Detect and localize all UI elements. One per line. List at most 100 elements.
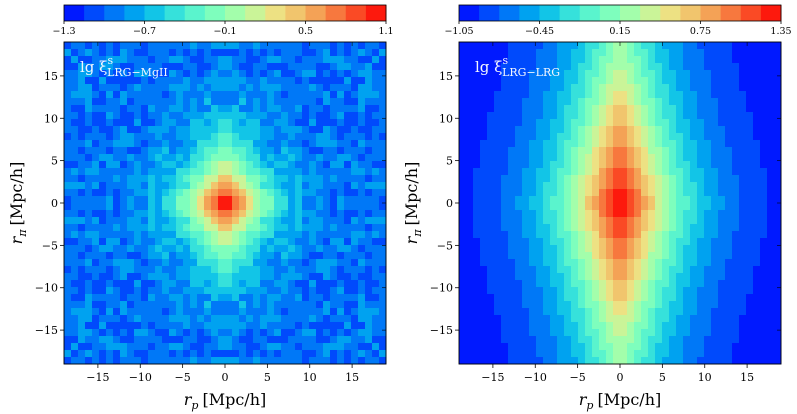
contour-cell (225, 252, 233, 260)
contour-cell (379, 238, 387, 246)
colorbar-2-tick-label: 0.75 (690, 26, 711, 37)
contour-cell (487, 259, 495, 267)
contour-cell (564, 140, 572, 148)
contour-cell (351, 203, 359, 211)
contour-cell (473, 273, 481, 281)
contour-cell (634, 126, 642, 134)
contour-cell (162, 343, 170, 351)
contour-cell (358, 182, 366, 190)
contour-cell (592, 273, 600, 281)
contour-cell (648, 119, 656, 127)
contour-cell (592, 266, 600, 274)
contour-cell (718, 70, 726, 78)
contour-cell (725, 231, 733, 239)
contour-cell (218, 140, 226, 148)
contour-cell (288, 266, 296, 274)
contour-cell (613, 42, 621, 50)
contour-cell (690, 189, 698, 197)
contour-cell (64, 329, 72, 337)
panel-lrg-lrg: −1.05 −0.45 0.15 0.75 1.35 −15 −10 −5 0 … (402, 4, 792, 412)
contour-cell (148, 119, 156, 127)
contour-cell (379, 224, 387, 232)
contour-cell (218, 84, 226, 92)
contour-cell (85, 112, 93, 120)
contour-cell (337, 308, 345, 316)
contour-cell (85, 56, 93, 64)
contour-cell (697, 259, 705, 267)
contour-cell (641, 266, 649, 274)
contour-cell (274, 112, 282, 120)
contour-cell (302, 231, 310, 239)
contour-cell (267, 70, 275, 78)
contour-cell (127, 273, 135, 281)
contour-cell (466, 210, 474, 218)
contour-cell (739, 217, 747, 225)
contour-cell (379, 266, 387, 274)
contour-cell (711, 294, 719, 302)
contour-cell (344, 147, 352, 155)
contour-cell (704, 280, 712, 288)
contour-cell (473, 119, 481, 127)
contour-cell (690, 154, 698, 162)
contour-cell (99, 49, 107, 57)
contour-cell (372, 91, 380, 99)
contour-cell (606, 56, 614, 64)
contour-cell (120, 315, 128, 323)
contour-cell (620, 133, 628, 141)
contour-cell (239, 147, 247, 155)
contour-cell (753, 196, 761, 204)
contour-cell (459, 315, 467, 323)
contour-cell (543, 154, 551, 162)
contour-cell (515, 231, 523, 239)
contour-cell (662, 147, 670, 155)
colorbar-2: −1.05 −0.45 0.15 0.75 1.35 (444, 4, 792, 37)
contour-cell (190, 126, 198, 134)
contour-cell (599, 98, 607, 106)
contour-cell (767, 273, 775, 281)
contour-cell (337, 210, 345, 218)
contour-cell (683, 161, 691, 169)
y-tick-label: 5 (51, 155, 58, 168)
contour-cell (127, 231, 135, 239)
contour-cell (662, 301, 670, 309)
contour-cell (239, 168, 247, 176)
contour-cell (543, 217, 551, 225)
contour-cell (466, 119, 474, 127)
contour-cell (274, 294, 282, 302)
contour-cell (585, 294, 593, 302)
contour-cell (732, 301, 740, 309)
contour-cell (564, 210, 572, 218)
contour-cell (585, 91, 593, 99)
contour-cell (274, 42, 282, 50)
contour-cell (330, 175, 338, 183)
contour-cell (295, 77, 303, 85)
contour-cell (571, 203, 579, 211)
contour-cell (155, 63, 163, 71)
contour-cell (253, 196, 261, 204)
contour-cell (585, 322, 593, 330)
contour-cell (515, 161, 523, 169)
contour-cell (288, 336, 296, 344)
contour-cell (288, 203, 296, 211)
contour-cell (316, 203, 324, 211)
contour-cell (711, 350, 719, 358)
contour-cell (64, 294, 72, 302)
contour-cell (774, 301, 782, 309)
contour-cell (204, 70, 212, 78)
contour-cell (148, 42, 156, 50)
contour-cell (536, 119, 544, 127)
contour-cell (183, 63, 191, 71)
contour-cell (204, 63, 212, 71)
contour-cell (267, 203, 275, 211)
contour-cell (753, 203, 761, 211)
contour-cell (585, 231, 593, 239)
contour-cell (578, 343, 586, 351)
contour-cell (295, 301, 303, 309)
contour-cell (676, 105, 684, 113)
contour-cell (725, 336, 733, 344)
contour-cell (162, 322, 170, 330)
contour-cell (120, 77, 128, 85)
contour-cell (239, 196, 247, 204)
contour-cell (543, 210, 551, 218)
contour-cell (767, 217, 775, 225)
